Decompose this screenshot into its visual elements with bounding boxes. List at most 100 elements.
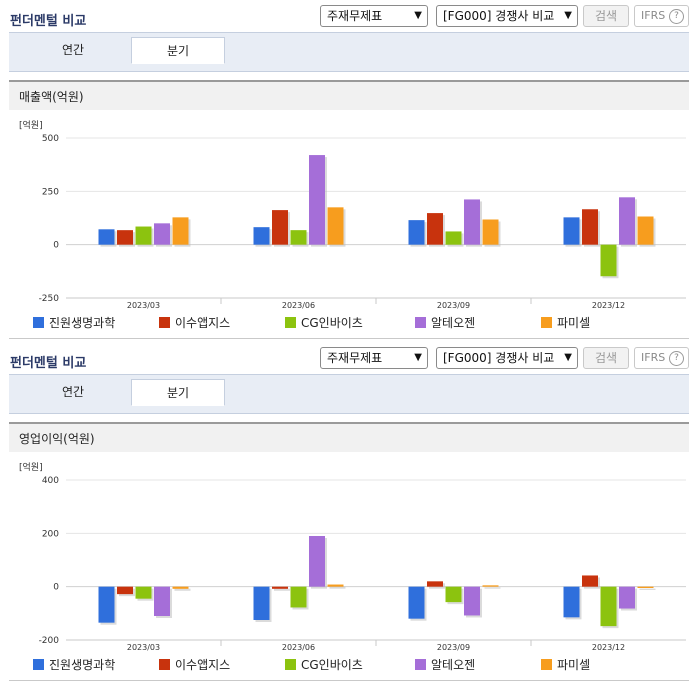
- x-tick-label: 2023/12: [592, 301, 625, 310]
- y-tick-label: 400: [42, 476, 59, 486]
- x-tick-label: 2023/03: [127, 643, 160, 652]
- x-tick-label: 2023/09: [437, 643, 470, 652]
- legend-swatch: [541, 658, 552, 670]
- bar: [117, 586, 133, 595]
- legend-item[interactable]: 파미셀: [541, 656, 641, 672]
- statement-select-value: 주재무제표: [327, 351, 383, 365]
- period-tabs: 연간 분기: [9, 374, 689, 414]
- legend-label: 파미셀: [557, 657, 591, 672]
- revenue-bar-chart: [억원] 500 250 0 -250 2023/03 2023/06 2023/09 2023…: [19, 119, 686, 310]
- chart-area: [억원] 400 200 0 -200 2023/03 2023/06 2023/09 2023…: [9, 454, 689, 681]
- bar: [600, 244, 617, 277]
- statement-select[interactable]: 주재무제표 ▼: [320, 347, 428, 369]
- legend-swatch: [285, 316, 296, 328]
- legend-item[interactable]: CG인바이츠: [285, 314, 415, 330]
- bar: [253, 227, 270, 245]
- legend-label: 진원생명과학: [49, 315, 116, 330]
- help-icon[interactable]: ?: [669, 351, 684, 366]
- tab-quarterly[interactable]: 분기: [131, 379, 225, 406]
- legend-swatch: [33, 658, 44, 670]
- legend-swatch: [415, 658, 426, 670]
- chevron-down-icon: ▼: [564, 352, 572, 363]
- tab-annual[interactable]: 연간: [61, 385, 85, 399]
- chevron-down-icon: ▼: [414, 10, 422, 21]
- tab-quarterly[interactable]: 분기: [131, 37, 225, 64]
- y-tick-label: 200: [42, 529, 59, 539]
- chart-area: [억원] 500 250 0 -250 2023/03 2023/06 2023/09 2023…: [9, 112, 689, 339]
- compare-select[interactable]: [FG000] 경쟁사 비교 ▼: [436, 347, 578, 369]
- legend-swatch: [33, 316, 44, 328]
- help-icon[interactable]: ?: [669, 9, 684, 24]
- period-tabs: 연간 분기: [9, 32, 689, 72]
- compare-select[interactable]: [FG000] 경쟁사 비교 ▼: [436, 5, 578, 27]
- x-tick-label: 2023/12: [592, 643, 625, 652]
- legend-item[interactable]: 알테오젠: [415, 656, 541, 672]
- bar: [408, 586, 425, 619]
- bar: [427, 213, 443, 245]
- bar-shadow: [174, 588, 191, 591]
- compare-select-value: [FG000] 경쟁사 비교: [443, 9, 555, 23]
- legend-item[interactable]: CG인바이츠: [285, 656, 415, 672]
- legend-swatch: [415, 316, 426, 328]
- operating-profit-bar-chart: [억원] 400 200 0 -200 2023/03 2023/06 2023/09 2023…: [19, 461, 686, 652]
- legend-item[interactable]: 이수앱지스: [159, 656, 285, 672]
- search-button[interactable]: 검색: [583, 347, 629, 369]
- legend-label: CG인바이츠: [301, 315, 363, 330]
- legend-label: CG인바이츠: [301, 657, 363, 672]
- legend-label: 알테오젠: [431, 657, 476, 672]
- y-tick-label: -200: [39, 636, 60, 646]
- x-tick-label: 2023/09: [437, 301, 470, 310]
- legend-item[interactable]: 진원생명과학: [33, 314, 159, 330]
- bar: [309, 155, 325, 245]
- bar: [464, 586, 480, 616]
- chevron-down-icon: ▼: [414, 352, 422, 363]
- chart-legend: 진원생명과학 이수앱지스 CG인바이츠 알테오젠 파미셀: [33, 314, 641, 330]
- legend-swatch: [541, 316, 552, 328]
- legend-item[interactable]: 진원생명과학: [33, 656, 159, 672]
- section-title: 펀더멘털 비교: [10, 356, 87, 371]
- legend-swatch: [285, 658, 296, 670]
- chart-title: 영업이익(억원): [9, 422, 689, 452]
- bar: [464, 199, 480, 245]
- x-tick-label: 2023/06: [282, 643, 315, 652]
- fundamental-section-operating-profit: 펀더멘털 비교 주재무제표 ▼ [FG000] 경쟁사 비교 ▼ 검색 IFRS…: [0, 344, 696, 682]
- legend-item[interactable]: 알테오젠: [415, 314, 541, 330]
- bar: [427, 581, 443, 587]
- tab-annual[interactable]: 연간: [61, 43, 85, 57]
- ifrs-button[interactable]: IFRS ?: [634, 5, 689, 27]
- legend-swatch: [159, 658, 170, 670]
- bar: [154, 223, 170, 245]
- bar: [582, 209, 598, 245]
- bar: [272, 586, 288, 589]
- y-unit-label: [억원]: [19, 461, 43, 473]
- legend-item[interactable]: 파미셀: [541, 314, 641, 330]
- compare-select-value: [FG000] 경쟁사 비교: [443, 351, 555, 365]
- y-tick-label: 250: [42, 187, 59, 197]
- legend-item[interactable]: 이수앱지스: [159, 314, 285, 330]
- statement-select-value: 주재무제표: [327, 9, 383, 23]
- bar-shadow: [274, 588, 290, 591]
- y-tick-label: 500: [42, 134, 59, 144]
- bar: [309, 536, 325, 587]
- ifrs-label: IFRS: [641, 9, 666, 22]
- bar: [327, 207, 344, 245]
- bar: [154, 586, 170, 616]
- bar: [563, 586, 580, 618]
- search-button[interactable]: 검색: [583, 5, 629, 27]
- ifrs-button[interactable]: IFRS ?: [634, 347, 689, 369]
- bar: [172, 217, 189, 245]
- chart-title: 매출액(억원): [9, 80, 689, 110]
- bar: [290, 586, 307, 608]
- bar: [135, 586, 152, 599]
- bar: [582, 575, 598, 587]
- bar: [619, 586, 635, 609]
- bar: [272, 210, 288, 245]
- bar: [290, 230, 307, 245]
- chevron-down-icon: ▼: [564, 10, 572, 21]
- bar: [637, 586, 654, 588]
- x-tick-label: 2023/03: [127, 301, 160, 310]
- bar: [482, 219, 499, 245]
- statement-select[interactable]: 주재무제표 ▼: [320, 5, 428, 27]
- bar: [117, 230, 133, 245]
- bar: [482, 585, 499, 587]
